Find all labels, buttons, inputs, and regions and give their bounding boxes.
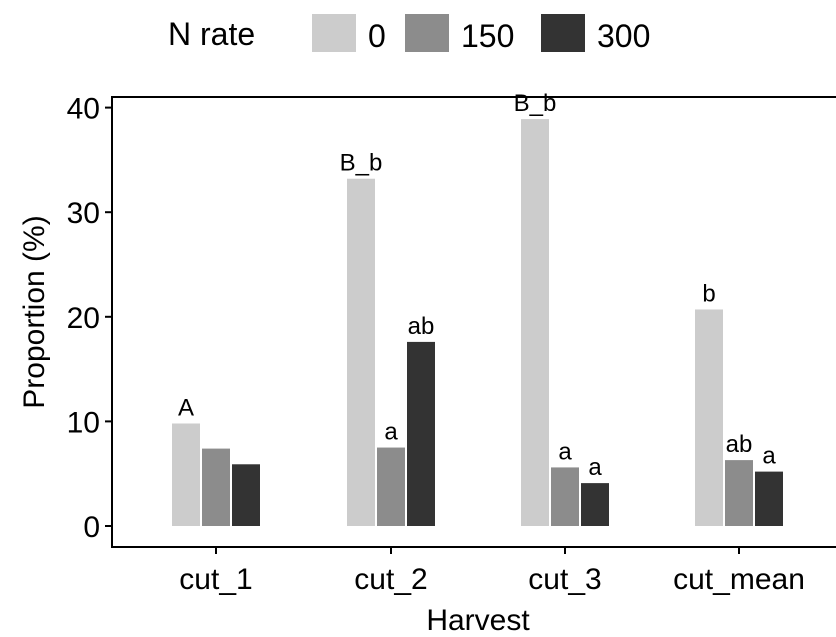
- y-tick-label: 30: [67, 197, 100, 230]
- bar-label: a: [558, 438, 572, 465]
- y-tick-label: 20: [67, 302, 100, 335]
- bar-cut_mean-150: [725, 460, 753, 526]
- legend-key-0: [312, 14, 356, 52]
- bar-label: ab: [726, 431, 753, 458]
- x-axis: cut_1 cut_2 cut_3 cut_mean: [179, 547, 805, 596]
- legend-label: 0: [368, 18, 386, 54]
- legend-title: N rate: [168, 16, 255, 52]
- bar-label: B_b: [514, 90, 557, 117]
- legend: N rate 0 150 300: [168, 14, 650, 54]
- legend-label: 150: [461, 18, 514, 54]
- bar-cut_mean-300: [755, 472, 783, 526]
- bar-cut_3-0: [521, 119, 549, 526]
- y-tick-label: 40: [67, 93, 100, 126]
- x-tick-label: cut_3: [528, 563, 601, 596]
- bar-label: B_b: [340, 150, 383, 177]
- x-axis-title: Harvest: [426, 604, 530, 637]
- x-tick-label: cut_2: [354, 563, 427, 596]
- bar-cut_2-0: [347, 179, 375, 526]
- legend-key-150: [405, 14, 449, 52]
- legend-label: 300: [597, 18, 650, 54]
- legend-key-300: [541, 14, 585, 52]
- bar-label: ab: [408, 313, 435, 340]
- bar-cut_3-300: [581, 483, 609, 526]
- bar-cut_1-300: [232, 464, 260, 526]
- bar-cut_3-150: [551, 467, 579, 526]
- bar-label: a: [762, 443, 776, 470]
- bar-cut_mean-0: [695, 309, 723, 526]
- x-tick-label: cut_mean: [673, 563, 805, 596]
- bars: [172, 119, 783, 526]
- bar-cut_1-0: [172, 423, 200, 526]
- y-tick-label: 0: [83, 511, 100, 544]
- bar-cut_2-300: [407, 342, 435, 526]
- y-tick-label: 10: [67, 406, 100, 439]
- y-axis-title: Proportion (%): [18, 215, 51, 408]
- bar-label: b: [702, 280, 715, 307]
- bar-cut_1-150: [202, 449, 230, 526]
- bar-label: a: [588, 454, 602, 481]
- bar-label: A: [178, 394, 194, 421]
- x-tick-label: cut_1: [179, 563, 252, 596]
- bar-label: a: [384, 419, 398, 446]
- bar-cut_2-150: [377, 448, 405, 526]
- y-axis: 0 10 20 30 40: [67, 93, 112, 544]
